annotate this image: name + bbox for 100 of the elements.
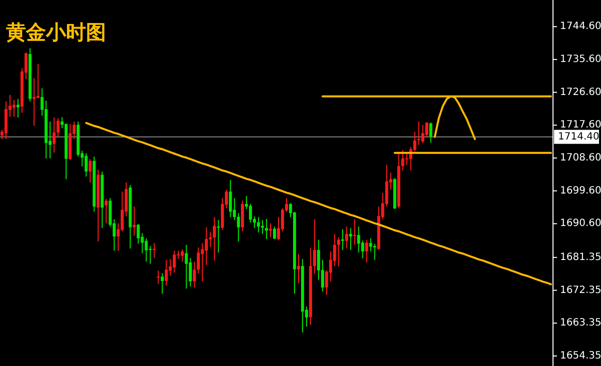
candlestick bbox=[224, 189, 228, 209]
candlestick bbox=[341, 228, 344, 250]
y-tick-label: 1672.35 bbox=[560, 284, 601, 296]
candlestick bbox=[228, 179, 232, 218]
candlestick bbox=[333, 233, 336, 267]
candlestick bbox=[417, 121, 420, 146]
y-tick-label: 1681.35 bbox=[560, 252, 601, 263]
candlestick bbox=[365, 239, 368, 263]
candlestick bbox=[132, 206, 136, 236]
candlestick bbox=[297, 253, 300, 284]
line-series bbox=[434, 95, 476, 140]
candlestick bbox=[80, 150, 84, 167]
candlestick bbox=[413, 131, 416, 152]
candlestick bbox=[264, 218, 268, 240]
y-tick-label: 1726.60 bbox=[560, 86, 601, 98]
candlestick bbox=[200, 242, 204, 282]
y-tick-label: 1690.60 bbox=[560, 218, 601, 230]
candlestick bbox=[345, 226, 348, 249]
candlestick bbox=[16, 98, 20, 118]
candlestick bbox=[272, 226, 276, 240]
candlestick bbox=[244, 195, 248, 210]
candlestick bbox=[172, 250, 176, 274]
candlestick bbox=[305, 306, 308, 328]
y-tick-label: 1735.60 bbox=[560, 54, 601, 65]
candlestick bbox=[24, 52, 28, 80]
candlestick bbox=[32, 78, 36, 126]
candlestick bbox=[337, 236, 340, 267]
candlestick bbox=[160, 272, 164, 294]
candlestick bbox=[373, 243, 376, 260]
candlestick bbox=[321, 259, 324, 292]
candlestick bbox=[148, 245, 152, 264]
candlestick bbox=[216, 220, 220, 254]
candlestick bbox=[112, 218, 116, 252]
candlestick bbox=[164, 259, 168, 286]
candlestick bbox=[220, 198, 224, 230]
candlestick bbox=[168, 258, 172, 276]
candlestick bbox=[204, 226, 208, 266]
y-tick-label: 1699.60 bbox=[560, 185, 601, 196]
candlestick bbox=[381, 192, 384, 220]
candlestick bbox=[252, 216, 256, 229]
candlestick bbox=[36, 63, 40, 99]
candlestick bbox=[236, 212, 240, 242]
candlestick bbox=[285, 198, 288, 212]
candlestick bbox=[289, 202, 292, 218]
candlestick bbox=[240, 200, 244, 232]
candlestick bbox=[405, 152, 408, 166]
candlestick bbox=[136, 224, 140, 244]
y-tick-label: 1708.60 bbox=[560, 152, 601, 164]
candlestick bbox=[369, 238, 372, 252]
candlestick bbox=[401, 149, 404, 171]
candlestick bbox=[357, 226, 360, 254]
candlestick bbox=[156, 270, 160, 284]
candlestick bbox=[385, 164, 388, 208]
text: 黄金小时图 bbox=[5, 20, 106, 44]
candlestick bbox=[196, 246, 200, 274]
candlestick bbox=[140, 232, 144, 254]
candlestick bbox=[8, 94, 12, 118]
candlestick bbox=[329, 250, 332, 282]
candlestick bbox=[120, 191, 124, 232]
candlestick bbox=[188, 257, 192, 287]
candlestick bbox=[425, 122, 428, 137]
candlestick bbox=[281, 208, 284, 232]
candlestick bbox=[52, 117, 56, 154]
candlestick bbox=[12, 99, 16, 118]
candlestick bbox=[277, 216, 280, 241]
candlestick bbox=[429, 122, 432, 144]
candlestick bbox=[184, 244, 188, 290]
candlestick bbox=[124, 182, 128, 217]
candlestick bbox=[232, 198, 236, 221]
candlestick bbox=[349, 228, 352, 250]
candlestick bbox=[48, 121, 52, 159]
candlestick bbox=[192, 261, 196, 288]
candlestick bbox=[212, 216, 216, 262]
candlestick bbox=[248, 203, 252, 224]
candlestick bbox=[56, 118, 60, 137]
candlestick bbox=[353, 218, 356, 246]
candlestick bbox=[421, 124, 424, 144]
candlestick bbox=[0, 129, 4, 140]
candlestick bbox=[313, 218, 316, 274]
candlestick bbox=[325, 270, 328, 296]
candlestick bbox=[116, 222, 120, 252]
candlestick bbox=[361, 240, 364, 259]
y-tick-label: 1654.35 bbox=[560, 350, 601, 362]
candlestick bbox=[60, 116, 64, 129]
candlestick bbox=[152, 242, 156, 258]
candlestick bbox=[88, 158, 92, 183]
candlestick bbox=[180, 248, 184, 262]
candlestick bbox=[72, 121, 76, 140]
y-tick-label: 1717.60 bbox=[560, 120, 601, 131]
candlestick bbox=[256, 216, 260, 233]
candlestick bbox=[104, 198, 108, 224]
candlestick bbox=[208, 232, 212, 248]
y-tick-label: 1744.60 bbox=[560, 21, 601, 32]
ref-line-label: 1714.40 bbox=[558, 131, 600, 142]
candlestick bbox=[317, 239, 320, 280]
candlestick bbox=[84, 152, 88, 178]
candlestick bbox=[40, 88, 44, 116]
line-series bbox=[85, 122, 552, 286]
candlestick bbox=[389, 172, 392, 190]
candlestick bbox=[144, 238, 148, 262]
